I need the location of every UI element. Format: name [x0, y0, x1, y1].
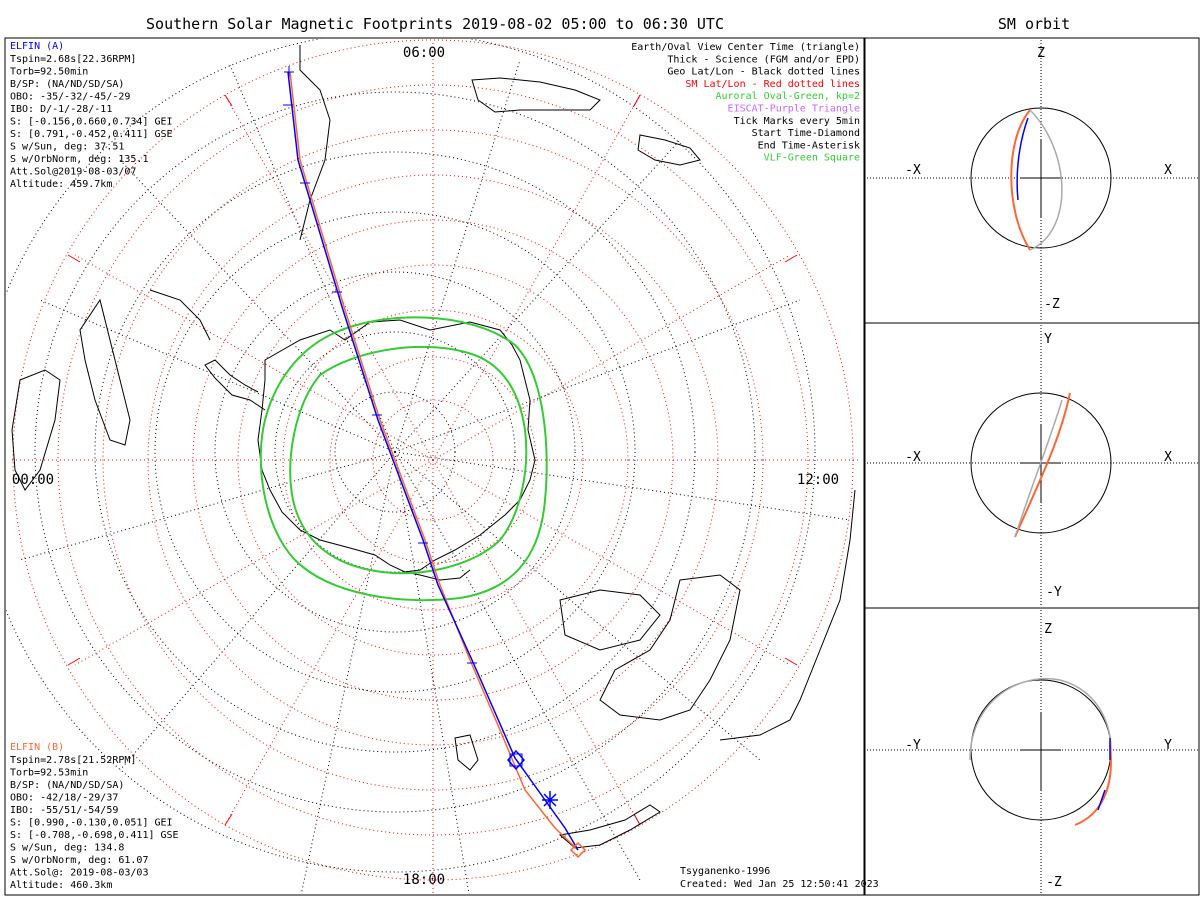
- elfin-b-line: IBO: -55/51/-54/59: [10, 805, 118, 816]
- map-frame: [4, 37, 865, 896]
- orbit-frame: [864, 37, 1200, 896]
- orbit-xz-left: -X: [905, 163, 921, 178]
- elfin-b-track: [289, 71, 579, 851]
- elfin-b-line: OBO: -42/18/-29/37: [10, 793, 118, 804]
- elfin-a-line: S: [-0.156,0.660,0.734] GEI: [10, 117, 173, 128]
- legend-item: Geo Lat/Lon - Black dotted lines: [667, 67, 860, 78]
- orbit-yz-bottom: -Z: [1046, 875, 1062, 890]
- legend-item: End Time-Asterisk: [758, 140, 860, 151]
- orbit-xz-right: X: [1164, 163, 1172, 178]
- elfin-a-line: Torb=92.50min: [10, 67, 88, 78]
- elfin-a-start-diamond: [506, 749, 526, 771]
- elfin-b-line: Att.Sol@: 2019-08-03/03: [10, 868, 148, 879]
- legend-item: VLF-Green Square: [764, 153, 860, 164]
- elfin-a-track: [287, 71, 579, 851]
- elfin-a-line: Tspin=2.68s[22.36RPM]: [10, 54, 136, 65]
- elfin-b-line: S w/Sun, deg: 134.8: [10, 843, 124, 854]
- elfin-a-line: OBO: -35/-32/-45/-29: [10, 92, 130, 103]
- orbit-xy-bottom: -Y: [1046, 585, 1062, 600]
- legend-item: EISCAT-Purple Triangle: [728, 104, 860, 115]
- elfin-a-line: B/SP: (NA/ND/SD/SA): [10, 79, 124, 90]
- elfin-a-line: Att.Sol@2019-08-03/07: [10, 167, 136, 178]
- time-label-left: 00:00: [12, 472, 54, 488]
- legend-item: Earth/Oval View Center Time (triangle): [631, 42, 860, 53]
- orbit-xz-bottom: -Z: [1044, 297, 1060, 312]
- elfin-a-line: S w/OrbNorm, deg: 135.1: [10, 154, 148, 165]
- elfin-b-line: Tspin=2.78s[21.52RPM]: [10, 755, 136, 766]
- legend-item: Tick Marks every 5min: [734, 116, 860, 127]
- elfin-a-line: Altitude: 459.7km: [10, 179, 112, 190]
- elfin-a-line: S w/Sun, deg: 37.51: [10, 142, 124, 153]
- elfin-a-end-marker-top: [284, 66, 294, 78]
- elfin-b-line: S: [-0.708,-0.698,0.411] GSE: [10, 830, 179, 841]
- elfin-a-end-asterisk: [542, 791, 558, 809]
- credit-model: Tsyganenko-1996: [680, 866, 770, 877]
- elfin-b-line: B/SP: (NA/ND/SD/SA): [10, 780, 124, 791]
- time-label-right: 12:00: [797, 472, 839, 488]
- elfin-b-line: Altitude: 460.3km: [10, 880, 112, 891]
- elfin-a-line: IBO: D/-1/-28/-11: [10, 104, 112, 115]
- legend-item: Thick - Science (FGM and/or EPD): [667, 54, 860, 65]
- polar-map: [6, 39, 860, 894]
- legend: Earth/Oval View Center Time (triangle)Th…: [631, 42, 860, 164]
- sm-edge-ticks: [67, 94, 798, 826]
- orbit-yz-left: -Y: [905, 738, 921, 753]
- orbit-xz-top: Z: [1037, 46, 1045, 61]
- orbit-panel-xy: Y -Y -X X: [867, 325, 1198, 606]
- coastlines: [11, 45, 856, 849]
- elfin-a-name: ELFIN (A): [10, 41, 64, 52]
- sm-grid: [10, 39, 860, 894]
- legend-item: SM Lat/Lon - Red dotted lines: [685, 79, 860, 90]
- orbit-yz-right: Y: [1164, 738, 1172, 753]
- elfin-b-start-diamond: [569, 841, 587, 859]
- elfin-a-ticks: [283, 104, 477, 664]
- elfin-b-line: S w/OrbNorm, deg: 61.07: [10, 855, 148, 866]
- elfin-b-line: S: [0.990,-0.130,0.051] GEI: [10, 818, 173, 829]
- orbit-xy-top: Y: [1044, 332, 1052, 347]
- elfin-a-info: Tspin=2.68s[22.36RPM] Torb=92.50minB/SP: …: [10, 54, 173, 190]
- time-label-top: 06:00: [403, 45, 445, 61]
- auroral-ovals: [259, 316, 548, 602]
- legend-item: Start Time-Diamond: [752, 128, 860, 139]
- figure-title: Southern Solar Magnetic Footprints 2019-…: [146, 15, 724, 33]
- orbit-panel-xz: Z -Z -X X: [867, 40, 1198, 321]
- credit-created: Created: Wed Jan 25 12:50:41 2023: [680, 879, 879, 890]
- elfin-b-info: Tspin=2.78s[21.52RPM] Torb=92.53minB/SP: …: [10, 755, 179, 891]
- orbit-xy-right: X: [1164, 450, 1172, 465]
- orbit-xy-left: -X: [905, 450, 921, 465]
- orbit-yz-top: Z: [1044, 622, 1052, 637]
- elfin-a-line: S: [0.791,-0.452,0.411] GSE: [10, 129, 173, 140]
- geo-grid: [6, 39, 851, 894]
- time-label-bottom: 18:00: [403, 872, 445, 888]
- orbit-title: SM orbit: [998, 15, 1070, 33]
- elfin-b-name: ELFIN (B): [10, 742, 64, 753]
- oval-inner: [289, 345, 528, 575]
- oval-outer: [259, 316, 548, 602]
- elfin-b-line: Torb=92.53min: [10, 768, 88, 779]
- orbit-panel-yz: Z -Z -Y Y: [867, 610, 1198, 893]
- legend-item: Auroral Oval-Green, kp=2: [716, 91, 861, 102]
